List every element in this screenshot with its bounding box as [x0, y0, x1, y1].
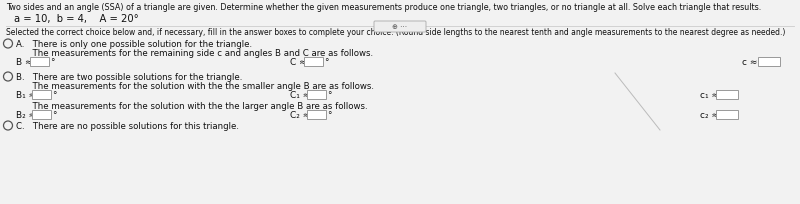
FancyBboxPatch shape: [307, 110, 326, 119]
Text: °: °: [327, 111, 331, 120]
Text: B₁ ≈: B₁ ≈: [16, 91, 36, 100]
Text: C.   There are no possible solutions for this triangle.: C. There are no possible solutions for t…: [16, 122, 239, 131]
Text: °: °: [52, 111, 57, 120]
Text: Selected the correct choice below and, if necessary, fill in the answer boxes to: Selected the correct choice below and, i…: [6, 28, 786, 37]
Text: The measurements for the solution with the the smaller angle B are as follows.: The measurements for the solution with t…: [16, 82, 374, 91]
FancyBboxPatch shape: [758, 57, 780, 66]
FancyBboxPatch shape: [30, 57, 49, 66]
Text: Two sides and an angle (SSA) of a triangle are given. Determine whether the give: Two sides and an angle (SSA) of a triang…: [6, 3, 762, 12]
Text: B ≈: B ≈: [16, 58, 33, 67]
FancyBboxPatch shape: [716, 110, 738, 119]
Text: °: °: [327, 91, 331, 100]
FancyBboxPatch shape: [304, 57, 323, 66]
FancyBboxPatch shape: [716, 90, 738, 99]
Text: °: °: [52, 91, 57, 100]
Text: A.   There is only one possible solution for the triangle.: A. There is only one possible solution f…: [16, 40, 252, 49]
Text: c₁ ≈: c₁ ≈: [700, 91, 719, 100]
Text: The measurements for the remaining side c and angles B and C are as follows.: The measurements for the remaining side …: [16, 49, 373, 58]
Text: B.   There are two possible solutions for the triangle.: B. There are two possible solutions for …: [16, 73, 242, 82]
Text: C ≈: C ≈: [290, 58, 306, 67]
FancyBboxPatch shape: [32, 110, 51, 119]
Text: C₁ ≈: C₁ ≈: [290, 91, 310, 100]
Text: a = 10,  b = 4,    A = 20°: a = 10, b = 4, A = 20°: [14, 14, 138, 24]
FancyBboxPatch shape: [374, 21, 426, 32]
Text: c ≈: c ≈: [742, 58, 758, 67]
Text: °: °: [50, 58, 54, 67]
Text: ⊕ ⋯: ⊕ ⋯: [393, 24, 407, 30]
Text: The measurements for the solution with the the larger angle B are as follows.: The measurements for the solution with t…: [16, 102, 368, 111]
FancyBboxPatch shape: [32, 90, 51, 99]
FancyBboxPatch shape: [307, 90, 326, 99]
Text: °: °: [324, 58, 329, 67]
Text: C₂ ≈: C₂ ≈: [290, 111, 310, 120]
Text: c₂ ≈: c₂ ≈: [700, 111, 719, 120]
Text: B₂ ≈: B₂ ≈: [16, 111, 36, 120]
